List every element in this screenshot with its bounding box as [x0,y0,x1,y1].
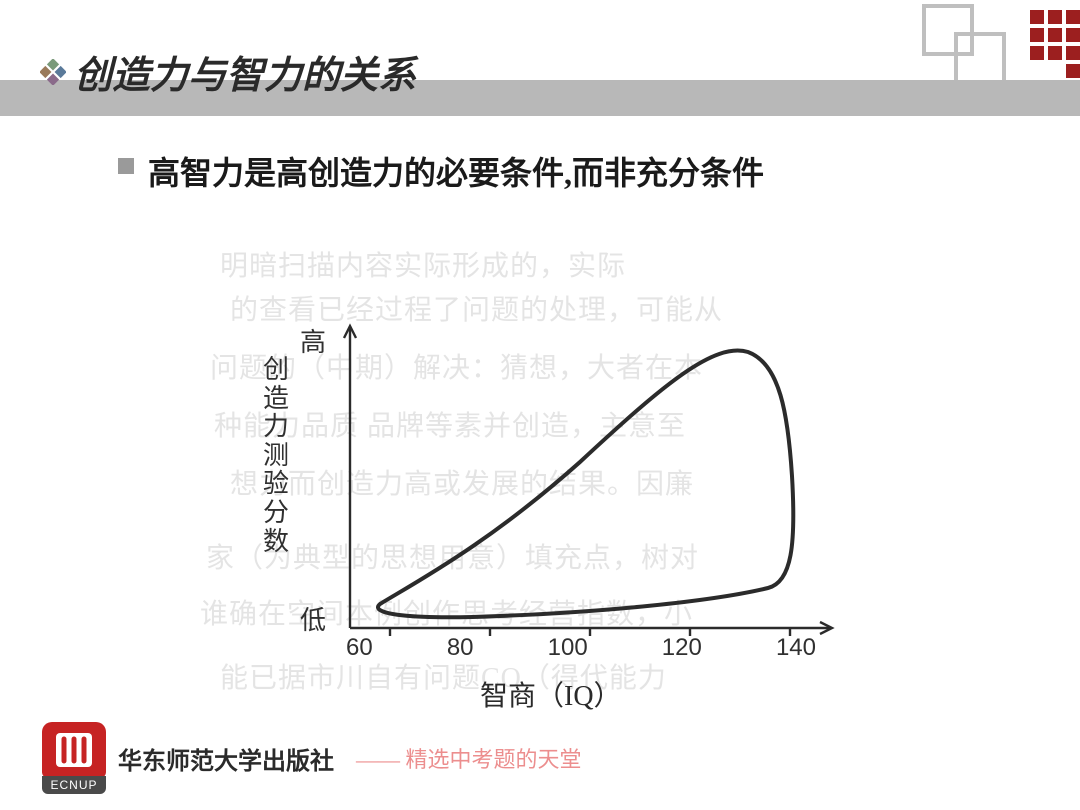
x-tick: 60 [346,634,373,662]
x-tick: 100 [548,634,588,662]
publisher-logo: ECNUP [42,722,106,794]
y-axis-label: 创造力测验分数 [262,356,290,556]
bullet-text: 高智力是高创造力的必要条件,而非充分条件 [148,148,764,194]
square-bullet-icon [118,158,134,174]
slide-title: 创造力与智力的关系 [74,44,416,99]
publisher-tagline: —— 精选中考题的天堂 [356,742,582,774]
x-axis-label: 智商（IQ） [480,674,622,714]
figure-area: 明暗扫描内容实际形成的，实际 的查看已经过程了问题的处理，可能从 问题的（中期）… [200,236,900,724]
x-tick: 140 [776,634,816,662]
creativity-iq-chart [240,306,840,646]
publisher-name: 华东师范大学出版社 [118,741,334,776]
logo-mark-icon [54,731,94,769]
diamond-bullet-icon [40,59,66,85]
footer: ECNUP 华东师范大学出版社 —— 精选中考题的天堂 [42,722,582,794]
y-axis-high-label: 高 [300,322,326,359]
x-tick: 80 [447,634,474,662]
logo-code: ECNUP [42,776,106,794]
envelope-curve [378,351,793,618]
ghost-line: 明暗扫描内容实际形成的，实际 [220,244,626,284]
x-tick: 120 [662,634,702,662]
bullet-row: 高智力是高创造力的必要条件,而非充分条件 [118,148,764,194]
x-tick-labels: 60 80 100 120 140 [346,634,816,662]
slide-title-row: 创造力与智力的关系 [40,44,416,99]
y-axis-low-label: 低 [300,600,326,637]
